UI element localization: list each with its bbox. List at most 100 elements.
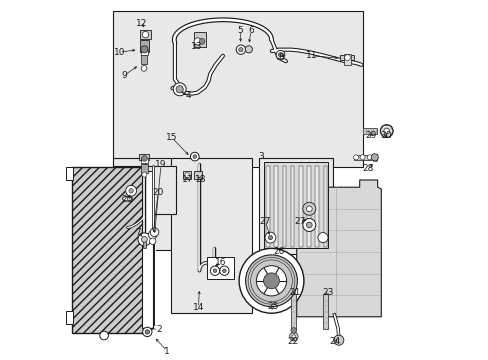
Bar — [113, 11, 363, 167]
Text: 27: 27 — [294, 217, 305, 226]
Text: 28: 28 — [362, 164, 373, 173]
Circle shape — [344, 55, 349, 60]
Ellipse shape — [122, 197, 132, 201]
Bar — [141, 50, 148, 55]
Circle shape — [194, 38, 201, 45]
Bar — [323, 166, 326, 247]
Circle shape — [190, 152, 199, 161]
Circle shape — [383, 128, 389, 134]
Polygon shape — [296, 180, 381, 317]
Circle shape — [245, 255, 297, 307]
Circle shape — [125, 185, 136, 196]
Circle shape — [359, 155, 365, 160]
Text: 1: 1 — [164, 346, 170, 356]
Circle shape — [141, 237, 147, 242]
Circle shape — [370, 154, 378, 161]
Text: 9: 9 — [121, 71, 126, 80]
Circle shape — [333, 335, 343, 345]
Circle shape — [149, 238, 156, 244]
Text: 20: 20 — [122, 195, 133, 204]
Text: 12: 12 — [136, 19, 147, 28]
Circle shape — [302, 202, 315, 215]
Circle shape — [366, 155, 371, 160]
Bar — [139, 154, 149, 160]
Bar — [265, 166, 269, 247]
Bar — [298, 166, 302, 247]
Text: 21: 21 — [288, 288, 300, 297]
Text: 26: 26 — [273, 247, 285, 256]
Bar — [66, 311, 73, 324]
Circle shape — [276, 50, 284, 59]
Circle shape — [302, 219, 315, 231]
Text: 10: 10 — [113, 48, 125, 57]
Bar — [274, 166, 277, 247]
Text: 23: 23 — [322, 288, 333, 297]
Circle shape — [129, 189, 133, 193]
Bar — [373, 154, 376, 161]
Bar — [170, 158, 251, 313]
Circle shape — [145, 330, 149, 334]
Bar — [113, 158, 176, 250]
Text: 14: 14 — [192, 303, 203, 312]
Bar — [290, 166, 294, 247]
Bar — [362, 128, 376, 134]
Circle shape — [263, 273, 279, 289]
Bar — [140, 30, 151, 39]
Circle shape — [142, 172, 146, 177]
Circle shape — [138, 233, 151, 246]
Circle shape — [142, 31, 148, 38]
Text: 11: 11 — [306, 51, 317, 60]
Bar — [72, 167, 142, 333]
Text: 27: 27 — [259, 217, 270, 226]
Circle shape — [141, 46, 148, 53]
Circle shape — [184, 173, 189, 178]
Bar — [354, 155, 375, 160]
Text: 25: 25 — [266, 302, 278, 311]
Circle shape — [238, 48, 243, 52]
Circle shape — [222, 269, 225, 273]
Bar — [315, 166, 318, 247]
Bar — [183, 171, 191, 179]
Bar — [258, 158, 332, 254]
Circle shape — [213, 269, 216, 273]
Bar — [306, 166, 310, 247]
Text: 17: 17 — [182, 175, 193, 184]
Circle shape — [306, 206, 311, 212]
Text: 24: 24 — [329, 338, 340, 346]
Circle shape — [380, 125, 392, 138]
Text: 20: 20 — [152, 188, 163, 197]
Bar — [339, 55, 354, 60]
Bar — [72, 167, 142, 333]
Text: 13: 13 — [191, 41, 203, 50]
Text: 18: 18 — [194, 175, 206, 184]
Bar — [141, 164, 148, 173]
Text: 8: 8 — [278, 53, 284, 62]
Circle shape — [150, 228, 159, 237]
Bar — [140, 40, 149, 52]
Bar — [194, 32, 205, 47]
Circle shape — [193, 155, 196, 158]
Circle shape — [268, 235, 272, 240]
Text: 29: 29 — [365, 131, 376, 140]
Bar — [264, 162, 328, 248]
Bar — [322, 294, 327, 329]
Text: 15: 15 — [166, 133, 177, 142]
Bar — [142, 241, 145, 248]
Text: 22: 22 — [287, 338, 298, 346]
Bar — [142, 171, 152, 328]
Bar — [206, 257, 233, 279]
Circle shape — [176, 86, 183, 93]
Circle shape — [244, 46, 252, 53]
Circle shape — [353, 155, 358, 160]
Circle shape — [239, 248, 303, 313]
Text: 4: 4 — [185, 91, 191, 100]
Circle shape — [289, 332, 298, 341]
Text: 6: 6 — [247, 26, 253, 35]
Text: 5: 5 — [237, 26, 243, 35]
Text: 30: 30 — [379, 131, 390, 140]
Circle shape — [100, 331, 108, 340]
Text: 7: 7 — [135, 228, 141, 237]
Bar — [282, 166, 285, 247]
Circle shape — [148, 230, 157, 239]
Circle shape — [306, 222, 311, 228]
